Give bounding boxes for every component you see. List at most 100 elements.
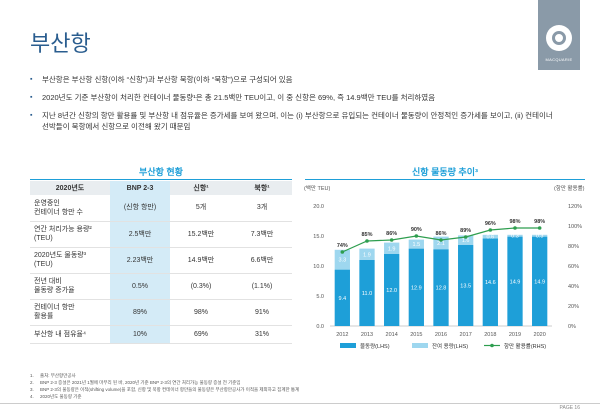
bar-remaining-label: 1.6 bbox=[462, 238, 470, 244]
utilization-label: 86% bbox=[386, 231, 397, 237]
port-summary-table: 2020년도 BNP 2-3 신항¹ 북항¹ 운영중인 컨테이너 항만 수 (신항… bbox=[30, 181, 292, 344]
x-tick: 2017 bbox=[460, 332, 472, 338]
page-number: PAGE 16 bbox=[559, 405, 580, 411]
bar-remaining-label: 0.6 bbox=[487, 235, 495, 241]
table-header-cell: 신항¹ bbox=[170, 181, 232, 195]
footnote-number: 2. bbox=[30, 380, 34, 385]
bar-volume-label: 14.9 bbox=[534, 279, 545, 285]
bar-remaining-label: 2.1 bbox=[437, 241, 445, 247]
bullet-item: 2020년도 기준 부산항이 처리한 컨테이너 물동량¹은 총 21.5백만 T… bbox=[30, 92, 560, 103]
footnote-number: 3. bbox=[30, 387, 34, 392]
y-tick-left: 20.0 bbox=[313, 204, 324, 210]
y-axis-right-label: (항만 활용률) bbox=[554, 184, 585, 192]
bar-volume bbox=[433, 249, 449, 326]
footnote-text: BNP 2-3 증설은 2021년 1월에 마무리 된 바, 2020년 기준 … bbox=[40, 380, 241, 385]
y-tick-left: 5.0 bbox=[316, 294, 324, 300]
table-section-rule bbox=[30, 179, 292, 180]
table-header-cell: BNP 2-3 bbox=[110, 181, 170, 195]
table-row: 전년 대비 물동량 증가율 0.5% (0.3%) (1.1%) bbox=[30, 273, 292, 300]
table-row: 운영중인 컨테이너 항만 수 (신항 항만) 5개 3개 bbox=[30, 195, 292, 222]
table-cell: 6.6백만 bbox=[232, 247, 292, 274]
row-label: 전년 대비 물동량 증가율 bbox=[30, 273, 110, 300]
table-cell: (1.1%) bbox=[232, 273, 292, 300]
bar-remaining bbox=[507, 234, 523, 237]
footnote-list: 1. 출처: 부산항만공사 2. BNP 2-3 증설은 2021년 1월에 마무리 … bbox=[30, 372, 299, 400]
y-tick-left: 10.0 bbox=[313, 264, 324, 270]
bar-remaining bbox=[458, 235, 474, 245]
table-cell: (0.3%) bbox=[170, 273, 232, 300]
footnote-text: BNP 2-3의 물동량은 이적(shifting volume)을 포함, 신… bbox=[40, 387, 300, 392]
x-tick: 2012 bbox=[336, 332, 348, 338]
bar-volume-label: 12.0 bbox=[386, 288, 397, 294]
bar-remaining bbox=[482, 234, 498, 239]
table-cell: 2.5백만 bbox=[110, 221, 170, 248]
bar-remaining-label: 0.3 bbox=[511, 234, 519, 240]
y-tick-right: 120% bbox=[568, 204, 582, 210]
y-tick-left: 0.0 bbox=[316, 324, 324, 330]
page-title: 부산항 bbox=[30, 32, 91, 57]
bar-volume-label: 11.0 bbox=[362, 291, 372, 297]
legend-label-remaining: 잔여 용량(LHS) bbox=[432, 342, 468, 350]
table-row: 2020년도 물동량³ (TEU) 2.23백만 14.9백만 6.6백만 bbox=[30, 247, 292, 274]
bar-remaining-label: 0.3 bbox=[536, 234, 544, 240]
table-cell: 0.5% bbox=[110, 273, 170, 300]
bar-remaining bbox=[532, 234, 548, 237]
footnote-item: 4. 2020년도 물동량 기준 bbox=[30, 393, 299, 400]
bullet-item: 지난 8년간 신항의 항만 활용률 및 부산항 내 점유율은 증가세를 보여 왔… bbox=[30, 110, 560, 132]
utilization-point bbox=[389, 238, 394, 242]
chart-section-title: 신항 물동량 추이³ bbox=[412, 167, 478, 177]
bar-volume-label: 13.5 bbox=[460, 284, 471, 290]
legend-label-utilization: 항만 활용률(RHS) bbox=[504, 342, 546, 350]
bar-remaining bbox=[359, 248, 375, 260]
bar-volume-label: 12.9 bbox=[411, 285, 422, 291]
utilization-label: 85% bbox=[361, 232, 372, 238]
x-tick: 2016 bbox=[435, 332, 447, 338]
utilization-label: 90% bbox=[411, 227, 422, 233]
table-cell: 7.3백만 bbox=[232, 221, 292, 248]
y-tick-right: 60% bbox=[568, 264, 579, 270]
utilization-label: 98% bbox=[534, 219, 545, 225]
bar-remaining-label: 1.5 bbox=[413, 242, 421, 248]
utilization-point bbox=[414, 234, 419, 238]
footnote-text: 2020년도 물동량 기준 bbox=[40, 394, 82, 399]
utilization-label: 89% bbox=[460, 228, 471, 234]
bar-volume bbox=[334, 269, 350, 326]
table-cell: 14.9백만 bbox=[170, 247, 232, 274]
legend-swatch-remaining bbox=[412, 343, 428, 348]
bar-volume bbox=[458, 245, 474, 326]
bar-remaining-label: 1.9 bbox=[388, 246, 396, 252]
table-cell: 3개 bbox=[232, 195, 292, 222]
bar-remaining bbox=[334, 249, 350, 270]
footnote-item: 1. 출처: 부산항만공사 bbox=[30, 372, 299, 379]
footnote-number: 1. bbox=[30, 373, 34, 378]
utilization-label: 74% bbox=[337, 243, 348, 249]
table-row: 연간 처리가능 용량² (TEU) 2.5백만 15.2백만 7.3백만 bbox=[30, 221, 292, 248]
bar-volume bbox=[384, 254, 400, 326]
x-tick: 2013 bbox=[361, 332, 373, 338]
utilization-point bbox=[365, 239, 369, 243]
x-tick: 2015 bbox=[410, 332, 422, 338]
y-tick-left: 15.0 bbox=[313, 234, 324, 240]
volume-chart: (백만 TEU) (항만 활용률) 0.0 5.0 10.0 15.0 20.0 0% 20% 4… bbox=[304, 184, 585, 350]
y-tick-right: 40% bbox=[568, 284, 579, 290]
table-cell: 91% bbox=[232, 299, 292, 326]
bar-volume-label: 14.9 bbox=[510, 279, 521, 285]
bar-volume bbox=[408, 248, 424, 326]
brand-logo: MACQUARIE bbox=[538, 0, 580, 70]
bar-volume-label: 14.6 bbox=[485, 280, 496, 286]
x-tick: 2019 bbox=[509, 332, 521, 338]
utilization-point bbox=[340, 250, 345, 254]
utilization-label: 98% bbox=[509, 219, 520, 225]
legend-label-volume: 물동량(LHS) bbox=[360, 343, 390, 350]
row-label: 2020년도 물동량³ (TEU) bbox=[30, 247, 110, 274]
footnote-item: 3. BNP 2-3의 물동량은 이적(shifting volume)을 포함,… bbox=[30, 386, 299, 393]
footer-divider bbox=[0, 403, 600, 404]
table-header-row: 2020년도 BNP 2-3 신항¹ 북항¹ bbox=[30, 181, 292, 195]
bar-volume-label: 9.4 bbox=[339, 296, 347, 302]
bar-remaining bbox=[408, 239, 424, 249]
legend-marker-utilization bbox=[490, 343, 494, 348]
row-label: 컨테이너 항만 활용률 bbox=[30, 299, 110, 326]
y-tick-right: 20% bbox=[568, 304, 579, 310]
y-axis-left-label: (백만 TEU) bbox=[304, 184, 330, 192]
bar-remaining-label: 3.3 bbox=[339, 258, 347, 264]
